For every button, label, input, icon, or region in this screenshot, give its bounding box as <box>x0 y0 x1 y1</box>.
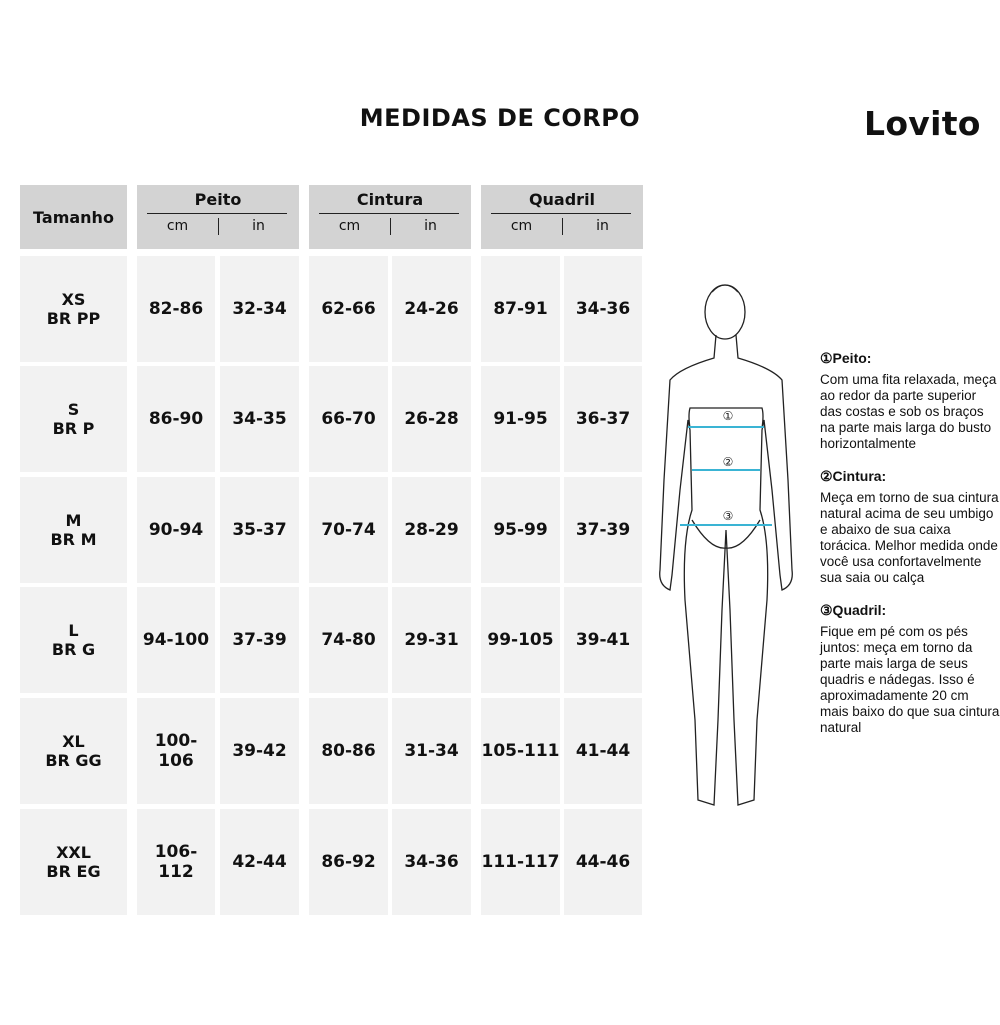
measurement-cell: 26-28 <box>392 366 471 472</box>
group-label: Quadril <box>528 190 596 209</box>
measurement-cell: 29-31 <box>392 587 471 693</box>
group-label: Peito <box>194 190 242 209</box>
measurement-cell: 91-95 <box>481 366 560 472</box>
size-label: S <box>67 400 80 419</box>
measurement-cell: 105-111 <box>481 698 560 804</box>
br-size-label: BR EG <box>46 862 101 881</box>
divider <box>390 218 391 235</box>
size-label: M <box>65 511 82 530</box>
measurement-cell: 87-91 <box>481 256 560 362</box>
size-cell: L BR G <box>20 587 127 693</box>
br-size-label: BR G <box>51 640 96 659</box>
unit-cm: cm <box>510 218 533 234</box>
measurement-cell: 34-36 <box>392 809 471 915</box>
unit-in: in <box>596 218 609 234</box>
unit-cm: cm <box>166 218 189 234</box>
body-figure: ① ② ③ <box>659 284 793 806</box>
size-header: Tamanho <box>20 185 127 249</box>
measurement-cell: 31-34 <box>392 698 471 804</box>
br-size-label: BR PP <box>46 309 101 328</box>
measurement-cell: 100-106 <box>137 698 215 804</box>
size-label: XL <box>62 732 85 751</box>
measurement-cell: 82-86 <box>137 256 215 362</box>
group-label: Cintura <box>356 190 424 209</box>
measurement-cell: 39-42 <box>220 698 299 804</box>
brand-logo: Lovito <box>864 104 981 143</box>
measurement-cell: 99-105 <box>481 587 560 693</box>
note-chest-heading: ①Peito: <box>820 350 872 366</box>
measurement-cell: 24-26 <box>392 256 471 362</box>
measurement-cell: 32-34 <box>220 256 299 362</box>
header-group-cintura: Cintura cm in <box>309 185 471 249</box>
measurement-cell: 90-94 <box>137 477 215 583</box>
divider <box>562 218 563 235</box>
measurement-cell: 86-90 <box>137 366 215 472</box>
header-group-peito: Peito cm in <box>137 185 299 249</box>
br-size-label: BR GG <box>45 751 102 770</box>
note-chest-text: Com uma fita relaxada, meça ao redor da … <box>820 372 997 451</box>
header-group-quadril: Quadril cm in <box>481 185 643 249</box>
measurement-cell: 28-29 <box>392 477 471 583</box>
size-label: XS <box>61 290 86 309</box>
page-title: MEDIDAS DE CORPO <box>359 104 641 132</box>
note-waist-text: Meça em torno de sua cintura natural aci… <box>820 490 999 585</box>
size-cell: S BR P <box>20 366 127 472</box>
measurement-cell: 37-39 <box>220 587 299 693</box>
head-outline <box>704 284 746 340</box>
measurement-cell: 35-37 <box>220 477 299 583</box>
divider <box>491 213 631 214</box>
measurement-cell: 94-100 <box>137 587 215 693</box>
size-cell: M BR M <box>20 477 127 583</box>
measurement-cell: 74-80 <box>309 587 388 693</box>
measurement-cell: 44-46 <box>564 809 642 915</box>
measurement-cell: 36-37 <box>564 366 642 472</box>
note-hip-text: Fique em pé com os pés juntos: meça em t… <box>820 624 1000 735</box>
measurement-cell: 106-112 <box>137 809 215 915</box>
measurement-cell: 111-117 <box>481 809 560 915</box>
marker-3: ③ <box>723 509 734 523</box>
measurement-cell: 80-86 <box>309 698 388 804</box>
marker-1: ① <box>723 409 734 423</box>
measurement-notes: ①Peito: Com uma fita relaxada, meça ao r… <box>820 350 1000 752</box>
br-size-label: BR P <box>52 419 95 438</box>
note-waist-heading: ②Cintura: <box>820 468 887 484</box>
br-size-label: BR M <box>50 530 97 549</box>
marker-2: ② <box>723 455 734 469</box>
divider <box>218 218 219 235</box>
size-cell: XS BR PP <box>20 256 127 362</box>
measurement-cell: 37-39 <box>564 477 642 583</box>
measurement-cell: 42-44 <box>220 809 299 915</box>
measurement-cell: 86-92 <box>309 809 388 915</box>
divider <box>147 213 287 214</box>
measurement-cell: 66-70 <box>309 366 388 472</box>
measurement-cell: 34-35 <box>220 366 299 472</box>
measurement-cell: 41-44 <box>564 698 642 804</box>
unit-in: in <box>424 218 437 234</box>
measurement-cell: 70-74 <box>309 477 388 583</box>
note-hip-heading: ③Quadril: <box>820 602 887 618</box>
size-label: L <box>68 621 79 640</box>
measurement-cell: 95-99 <box>481 477 560 583</box>
unit-in: in <box>252 218 265 234</box>
measurement-cell: 34-36 <box>564 256 642 362</box>
unit-cm: cm <box>338 218 361 234</box>
size-cell: XXL BR EG <box>20 809 127 915</box>
measurement-cell: 39-41 <box>564 587 642 693</box>
divider <box>319 213 459 214</box>
measurement-cell: 62-66 <box>309 256 388 362</box>
size-cell: XL BR GG <box>20 698 127 804</box>
size-label: XXL <box>56 843 91 862</box>
